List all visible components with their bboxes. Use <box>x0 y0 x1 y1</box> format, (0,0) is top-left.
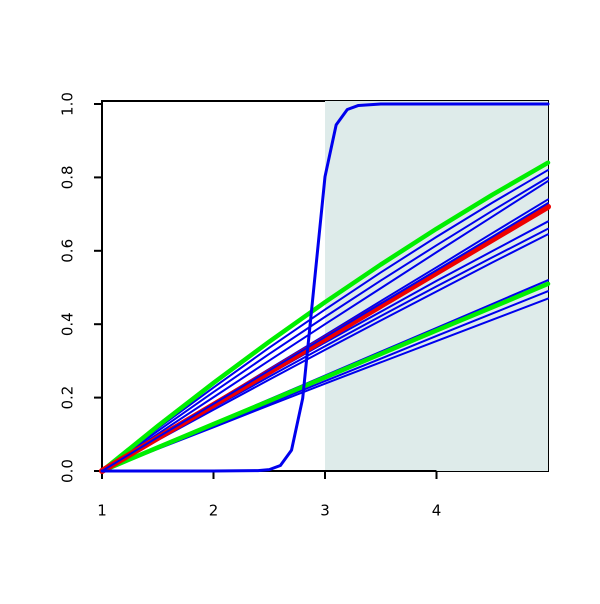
series-line <box>100 102 550 473</box>
series-line <box>99 160 551 474</box>
x-tick-label: 3 <box>320 502 330 520</box>
y-tick-label: 0.4 <box>59 312 77 336</box>
y-tick-label: 1.0 <box>59 92 77 116</box>
y-tick-label: 0.2 <box>59 386 77 410</box>
x-tick-label: 2 <box>209 502 219 520</box>
series-line <box>101 176 549 472</box>
series-line <box>99 281 551 474</box>
series-line <box>101 169 549 472</box>
y-tick-label: 0.0 <box>59 459 77 483</box>
series-line <box>101 180 549 472</box>
x-tick-label: 4 <box>432 502 442 520</box>
x-tick-label: 1 <box>97 502 107 520</box>
series-line <box>101 202 549 472</box>
y-tick-label: 0.6 <box>59 239 77 263</box>
y-tick-label: 0.8 <box>59 165 77 189</box>
